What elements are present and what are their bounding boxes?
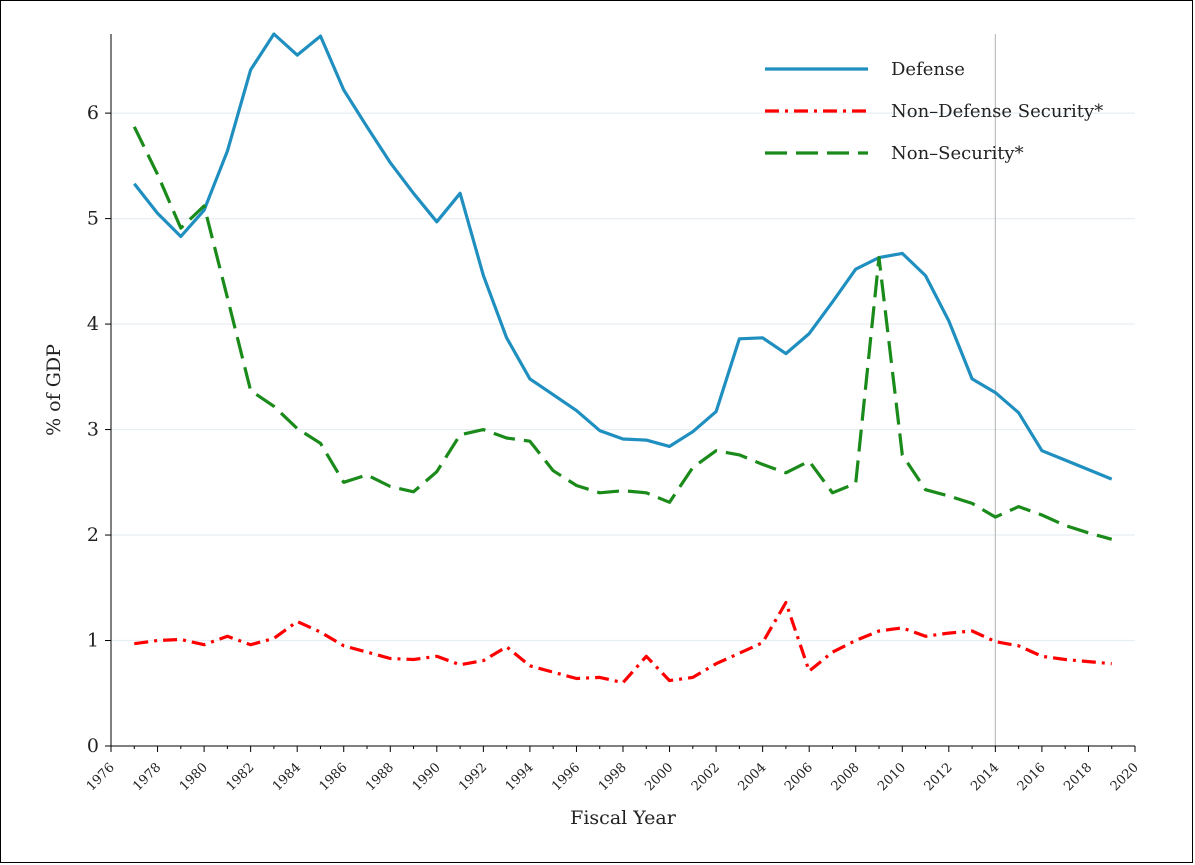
y-tick-label: 4 xyxy=(87,313,99,335)
y-tick-label: 0 xyxy=(87,735,99,757)
x-tick-label: 1984 xyxy=(270,760,304,794)
x-tick-label: 2000 xyxy=(642,760,676,794)
x-tick-label: 2010 xyxy=(875,760,909,794)
x-tick-label: 2002 xyxy=(689,760,723,794)
x-tick-label: 1988 xyxy=(363,760,397,794)
series-line-non-security xyxy=(132,126,1113,541)
legend-label: Non–Defense Security* xyxy=(891,101,1103,122)
x-tick-label: 2014 xyxy=(968,760,1002,794)
x-tick-label: 1994 xyxy=(503,760,537,794)
x-tick-label: 1992 xyxy=(456,760,490,794)
x-tick-label: 1980 xyxy=(177,760,211,794)
y-tick-label: 1 xyxy=(87,630,99,652)
x-tick-label: 1990 xyxy=(410,760,444,794)
y-tick-label: 6 xyxy=(87,102,99,124)
x-tick-label: 1976 xyxy=(84,760,118,794)
x-tick-label: 1986 xyxy=(317,760,351,794)
legend-label: Non–Security* xyxy=(891,143,1024,164)
legend: Defense Non–Defense Security* Non–Security… xyxy=(765,59,1103,164)
x-tick-label: 2012 xyxy=(922,760,956,794)
legend-label: Defense xyxy=(891,59,965,80)
y-tick-label: 2 xyxy=(87,524,99,546)
x-tick-label: 2004 xyxy=(735,760,769,794)
gridlines xyxy=(111,112,1135,642)
x-tick-label: 1996 xyxy=(549,760,583,794)
y-axis-title: % of GDP xyxy=(43,344,65,436)
x-tick-label: 2016 xyxy=(1015,760,1049,794)
x-tick-label: 2006 xyxy=(782,760,816,794)
x-tick-label: 2008 xyxy=(829,760,863,794)
axis-titles: Fiscal Year % of GDP xyxy=(43,344,677,829)
series-line-non-defense-security xyxy=(134,600,1112,685)
x-axis-title: Fiscal Year xyxy=(570,807,677,829)
y-tick-label: 5 xyxy=(87,208,99,230)
x-tick-label: 1998 xyxy=(596,760,630,794)
series-lines xyxy=(132,32,1113,685)
x-tick-label: 1982 xyxy=(223,760,257,794)
x-tick-label: 1978 xyxy=(130,760,164,794)
x-tick-label: 2020 xyxy=(1108,760,1142,794)
y-tick-label: 3 xyxy=(87,419,99,441)
series-line-defense xyxy=(133,32,1113,481)
x-tick-label: 2018 xyxy=(1061,760,1095,794)
